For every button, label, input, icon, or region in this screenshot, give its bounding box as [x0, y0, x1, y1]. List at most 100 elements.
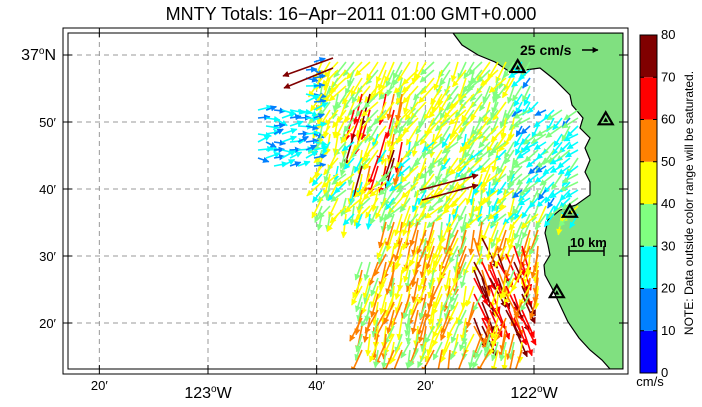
- current-vector: [313, 121, 328, 128]
- current-vector: [419, 125, 435, 146]
- current-vector: [417, 349, 427, 369]
- current-vector: [394, 333, 403, 354]
- current-vector: [563, 133, 579, 142]
- current-vector: [458, 133, 475, 153]
- station-marker: [547, 282, 566, 299]
- latitude-label: 37oN: [21, 46, 56, 64]
- current-vector: [447, 237, 459, 258]
- current-vector: [459, 317, 467, 342]
- current-vector: [336, 173, 355, 187]
- current-vector: [428, 101, 443, 119]
- current-vector: [521, 325, 534, 357]
- current-vector: [531, 205, 539, 223]
- station-marker: [560, 202, 579, 218]
- current-vector: [521, 309, 535, 339]
- current-vector: [441, 133, 451, 149]
- current-vector: [480, 173, 499, 188]
- current-vector: [513, 93, 523, 107]
- current-vector: [520, 213, 539, 229]
- current-vector: [384, 197, 395, 211]
- current-vector: [313, 101, 329, 111]
- current-vector: [498, 69, 507, 90]
- current-vector: [539, 173, 555, 187]
- current-vector: [360, 309, 371, 328]
- current-vector: [419, 165, 435, 180]
- longitude-label: 20′: [91, 378, 108, 393]
- current-vector: [313, 73, 326, 81]
- current-vector: [386, 77, 395, 97]
- longitude-label: 123oW: [184, 384, 232, 402]
- current-vector: [440, 157, 451, 172]
- current-vector: [503, 141, 515, 159]
- current-vector: [427, 157, 443, 169]
- current-vector: [513, 205, 523, 220]
- current-vector: [421, 141, 435, 153]
- current-vector: [365, 333, 372, 357]
- current-vector: [441, 333, 451, 356]
- current-vector: [397, 165, 411, 178]
- current-vector: [465, 285, 475, 307]
- current-vector: [368, 261, 379, 287]
- current-vector: [363, 261, 371, 281]
- current-vector: [306, 181, 323, 197]
- current-vector: [297, 108, 312, 116]
- current-vector: [426, 213, 443, 229]
- current-vector: [361, 101, 379, 117]
- current-vector: [513, 325, 528, 358]
- station-marker: [508, 57, 527, 74]
- current-vector: [330, 189, 347, 203]
- current-vector: [341, 141, 355, 152]
- colorbar-tick-label: 10: [661, 323, 675, 338]
- current-vector: [402, 229, 411, 251]
- current-vector: [351, 85, 363, 104]
- current-vector: [384, 221, 395, 249]
- current-vector: [389, 189, 403, 207]
- current-vector: [478, 125, 491, 140]
- current-vector: [265, 151, 281, 159]
- current-vector: [313, 144, 329, 152]
- current-vector: [462, 109, 475, 127]
- current-vector: [355, 117, 371, 137]
- current-vector: [393, 229, 403, 250]
- colorbar-unit: cm/s: [636, 374, 664, 389]
- current-vector: [455, 157, 475, 173]
- current-vector: [449, 173, 459, 192]
- current-vector: [449, 221, 459, 240]
- current-vector: [473, 277, 489, 306]
- current-vector: [517, 197, 531, 206]
- current-vectors: [257, 57, 579, 369]
- current-vector: [427, 197, 443, 212]
- current-vector: [490, 317, 499, 340]
- current-vector: [443, 301, 451, 320]
- current-vector: [434, 117, 451, 132]
- current-vector: [316, 189, 331, 203]
- current-vector: [343, 133, 355, 167]
- current-vector: [313, 113, 325, 120]
- current-vector: [311, 173, 323, 187]
- scale-bar-label: 10 km: [570, 235, 607, 250]
- current-vector: [468, 149, 483, 161]
- current-vector: [501, 349, 508, 369]
- longitude-label: 20′: [417, 378, 434, 393]
- current-vector: [381, 325, 388, 349]
- current-vector: [355, 101, 371, 117]
- current-vector: [384, 325, 395, 345]
- colorbar-tick-label: 50: [661, 154, 675, 169]
- current-vector: [313, 153, 327, 160]
- current-vector: [520, 125, 531, 135]
- current-vector: [406, 213, 419, 227]
- current-vector: [289, 120, 304, 127]
- current-vector: [488, 333, 499, 356]
- current-vector: [468, 61, 483, 76]
- current-vector: [447, 349, 451, 369]
- current-vector: [457, 61, 467, 80]
- coastline-land: [452, 33, 623, 369]
- current-vector: [318, 205, 331, 219]
- current-vector: [321, 173, 339, 189]
- current-vector: [490, 325, 499, 348]
- current-vector: [385, 229, 395, 252]
- current-vector: [416, 285, 427, 306]
- current-vector: [305, 94, 320, 103]
- current-vector: [328, 85, 347, 102]
- current-vector: [482, 85, 491, 104]
